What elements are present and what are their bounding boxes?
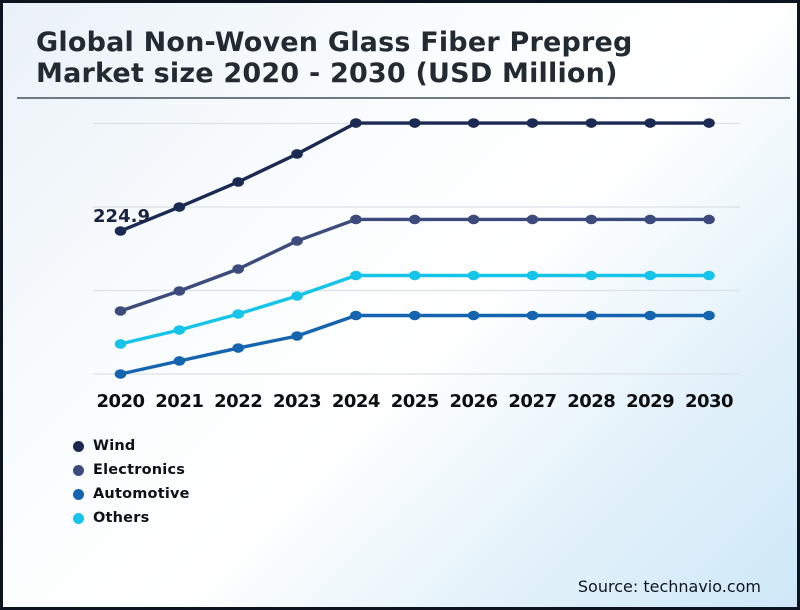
data-point <box>408 214 421 225</box>
data-point <box>703 118 715 128</box>
data-point <box>408 118 421 128</box>
data-point <box>291 149 303 159</box>
x-axis-label: 2021 <box>155 391 203 412</box>
data-point <box>644 310 656 321</box>
source-attribution: Source: technavio.com <box>577 577 761 596</box>
legend-label: Wind <box>93 438 136 454</box>
data-point <box>526 270 539 281</box>
data-point <box>467 118 480 128</box>
data-point <box>232 309 244 319</box>
data-point <box>644 270 656 281</box>
data-point <box>291 331 303 341</box>
legend-label: Automotive <box>93 486 190 502</box>
data-point <box>173 356 186 366</box>
data-label: 224.9 <box>93 206 150 227</box>
data-point <box>644 118 656 128</box>
data-point <box>350 118 362 128</box>
data-point <box>467 214 480 225</box>
data-point <box>232 343 244 353</box>
x-axis-label: 2024 <box>332 391 380 412</box>
data-point <box>585 214 598 225</box>
data-point <box>291 236 303 246</box>
legend-label: Electronics <box>93 462 186 478</box>
data-point <box>526 118 539 128</box>
series-line-automotive <box>120 313 709 376</box>
data-point <box>114 339 127 349</box>
data-point <box>526 214 539 225</box>
data-point <box>173 286 186 296</box>
legend-item-wind: Wind <box>73 438 190 454</box>
market-line-chart: 2020 2021 2022 2023 2024 2025 2026 2027 2028 2029… <box>93 118 740 412</box>
x-axis-label: 2022 <box>214 391 262 412</box>
data-point <box>467 270 480 281</box>
data-point <box>173 202 186 212</box>
data-point <box>703 310 715 321</box>
data-point <box>585 118 598 128</box>
series-line-others <box>120 273 709 346</box>
title-line-1: Global Non-Woven Glass Fiber Prepreg <box>36 27 633 58</box>
legend-item-electronics: Electronics <box>73 462 190 478</box>
series-line-electronics <box>119 217 709 313</box>
data-point <box>173 325 186 335</box>
x-axis-label: 2026 <box>450 391 498 412</box>
x-axis-label: 2030 <box>685 391 733 412</box>
data-point <box>526 310 539 321</box>
data-point <box>114 369 127 379</box>
data-point <box>291 291 303 301</box>
data-point <box>232 177 244 187</box>
automotive-series-dot-icon <box>73 488 84 500</box>
electronics-series-dot-icon <box>73 464 84 476</box>
others-series-dot-icon <box>73 512 84 524</box>
x-axis-label: 2020 <box>96 391 144 412</box>
legend-item-automotive: Automotive <box>73 486 190 502</box>
page-title: Global Non-Woven Glass Fiber Prepreg Mar… <box>36 27 633 89</box>
legend-label: Others <box>93 510 150 526</box>
x-axis-label: 2023 <box>273 391 321 412</box>
wind-series-dot-icon <box>73 440 84 452</box>
data-point <box>585 310 598 321</box>
data-point <box>703 214 715 225</box>
x-axis-label: 2027 <box>508 391 556 412</box>
data-point <box>232 264 244 274</box>
data-point <box>114 306 127 316</box>
data-point <box>350 310 362 321</box>
chart-legend: Wind Electronics Automotive Others <box>73 438 190 526</box>
title-line-2: Market size 2020 - 2030 (USD Million) <box>36 58 618 89</box>
data-point <box>114 226 127 236</box>
data-point <box>408 310 421 321</box>
data-point <box>350 270 362 281</box>
data-point <box>703 270 715 281</box>
data-point <box>585 270 598 281</box>
data-point <box>644 214 656 225</box>
data-point <box>408 270 421 281</box>
legend-item-others: Others <box>73 510 190 526</box>
x-axis-label: 2029 <box>626 391 674 412</box>
x-axis-label: 2025 <box>391 391 439 412</box>
data-point <box>350 214 362 225</box>
x-axis-label: 2028 <box>567 391 615 412</box>
title-divider <box>17 97 790 99</box>
data-point <box>467 310 480 321</box>
